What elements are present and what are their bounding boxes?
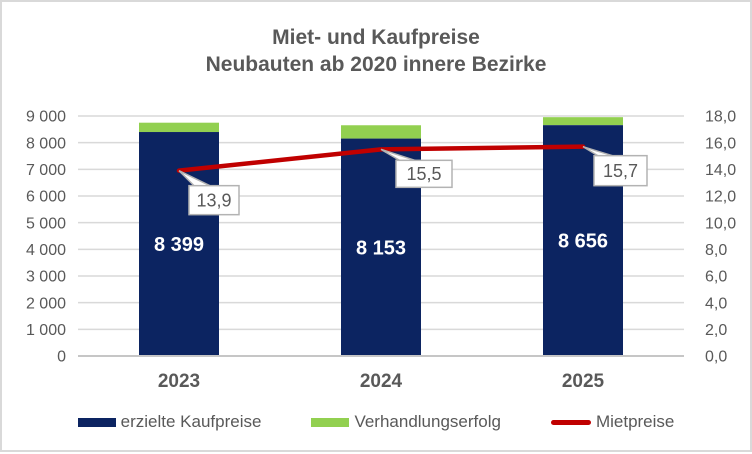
- left-axis-tick-label: 3 000: [26, 269, 66, 286]
- right-axis-tick-label: 12,0: [705, 189, 736, 206]
- bar-value-label: 8 399: [154, 234, 204, 256]
- legend-item-erzielte-kaufpreise: erzielte Kaufpreise: [77, 412, 262, 432]
- bar-segment-verhandlungserfolg: [543, 117, 623, 126]
- right-axis-tick-label: 14,0: [705, 162, 736, 179]
- left-axis-tick-label: 8 000: [26, 135, 66, 152]
- right-axis-tick-label: 18,0: [705, 109, 736, 126]
- left-axis-tick-label: 4 000: [26, 242, 66, 259]
- callout-box: [593, 154, 648, 187]
- right-axis-tick-label: 0,0: [705, 349, 727, 366]
- bar-value-label: 8 153: [356, 237, 406, 259]
- chart-legend: erzielte Kaufpreise Verhandlungserfolg M…: [2, 409, 750, 435]
- right-axis-tick-label: 6,0: [705, 269, 727, 286]
- category-label: 2025: [562, 371, 605, 392]
- line-value-callout: 15,7: [582, 145, 648, 187]
- bar-segment-verhandlungserfolg: [341, 125, 421, 139]
- legend-label-mietpreise: Mietpreise: [595, 412, 675, 431]
- legend-line-swatch-mietpreise: [550, 419, 591, 425]
- legend-label-kaufpreise: erzielte Kaufpreise: [120, 412, 262, 431]
- right-axis-tick-label: 4,0: [705, 295, 727, 312]
- legend-label-verhandlungserfolg: Verhandlungserfolg: [354, 412, 501, 431]
- right-axis-tick-label: 10,0: [705, 215, 736, 232]
- callout-box: [395, 159, 453, 189]
- left-axis-tick-label: 7 000: [26, 162, 66, 179]
- callout-value: 15,5: [406, 164, 441, 184]
- callout-value: 15,7: [603, 161, 638, 181]
- line-value-callout: 15,5: [380, 148, 453, 189]
- chart-title-line2: Neubauten ab 2020 innere Bezirke: [205, 53, 547, 76]
- bar-segment-verhandlungserfolg: [139, 122, 219, 133]
- callout-box: [188, 184, 240, 216]
- left-axis-tick-label: 1 000: [26, 322, 66, 339]
- legend-item-verhandlungserfolg: Verhandlungserfolg: [311, 412, 501, 432]
- right-axis-tick-label: 8,0: [705, 242, 727, 259]
- left-axis-tick-label: 9 000: [26, 109, 66, 126]
- left-axis-tick-label: 5 000: [26, 215, 66, 232]
- line-value-callout: 13,9: [178, 169, 240, 216]
- chart-title: Miet- und Kaufpreise Neubauten ab 2020 i…: [2, 24, 750, 78]
- category-label: 2024: [360, 371, 403, 392]
- category-label: 2023: [158, 371, 200, 392]
- callout-value: 13,9: [196, 190, 231, 210]
- legend-item-mietpreise: Mietpreise: [550, 412, 675, 432]
- chart-title-line1: Miet- und Kaufpreise: [272, 26, 480, 49]
- left-axis-tick-label: 6 000: [26, 189, 66, 206]
- left-axis-tick-label: 0: [57, 349, 66, 366]
- bar-value-label: 8 656: [558, 231, 608, 253]
- legend-swatch-kaufpreise: [77, 417, 116, 427]
- right-axis-tick-label: 2,0: [705, 322, 727, 339]
- left-axis-tick-label: 2 000: [26, 295, 66, 312]
- right-axis-tick-label: 16,0: [705, 135, 736, 152]
- legend-swatch-verhandlungserfolg: [311, 417, 350, 427]
